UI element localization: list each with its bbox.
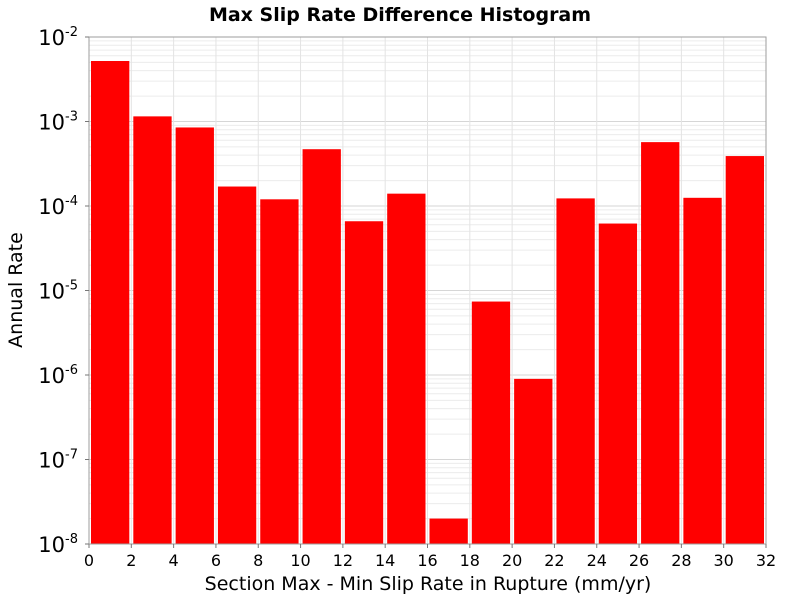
histogram-bar bbox=[514, 378, 553, 544]
histogram-bar bbox=[91, 60, 130, 545]
x-tick-label: 14 bbox=[375, 551, 395, 570]
histogram-bar bbox=[302, 149, 341, 544]
y-axis-ticks: 10-810-710-610-510-410-310-2 bbox=[38, 25, 89, 557]
histogram-bar bbox=[725, 156, 764, 544]
histogram-bar bbox=[133, 116, 172, 544]
y-tick-exponent: -5 bbox=[65, 279, 78, 294]
y-tick-exponent: -4 bbox=[65, 194, 78, 209]
histogram-bar bbox=[556, 198, 595, 544]
x-tick-label: 24 bbox=[587, 551, 607, 570]
y-tick-exponent: -2 bbox=[65, 25, 78, 40]
bars bbox=[91, 60, 764, 545]
x-tick-label: 8 bbox=[253, 551, 263, 570]
histogram-bar bbox=[344, 221, 384, 544]
y-tick-exponent: -8 bbox=[65, 532, 78, 547]
histogram-bar bbox=[598, 223, 638, 544]
x-tick-label: 26 bbox=[629, 551, 649, 570]
x-tick-label: 0 bbox=[84, 551, 94, 570]
y-tick-label: 10 bbox=[38, 280, 65, 304]
y-tick-label: 10 bbox=[38, 26, 65, 50]
y-tick-label: 10 bbox=[38, 111, 65, 135]
histogram-bar bbox=[387, 193, 426, 545]
x-tick-label: 18 bbox=[460, 551, 480, 570]
x-tick-label: 22 bbox=[544, 551, 564, 570]
y-tick-label: 10 bbox=[38, 195, 65, 219]
x-tick-label: 6 bbox=[211, 551, 221, 570]
y-tick-exponent: -7 bbox=[65, 448, 78, 463]
histogram-bar bbox=[683, 197, 722, 545]
x-tick-label: 28 bbox=[671, 551, 691, 570]
histogram-bar bbox=[217, 186, 257, 544]
x-tick-label: 10 bbox=[290, 551, 310, 570]
histogram-bar bbox=[471, 301, 511, 544]
histogram-bar bbox=[175, 127, 214, 544]
x-tick-label: 12 bbox=[333, 551, 353, 570]
x-tick-label: 30 bbox=[714, 551, 734, 570]
x-tick-label: 4 bbox=[169, 551, 179, 570]
x-axis-ticks: 0 2 4 6 8 10 12 14 16 18 20 22 24 26 28 30 32 bbox=[84, 544, 776, 570]
x-axis-label: Section Max - Min Slip Rate in Rupture (… bbox=[205, 573, 652, 595]
y-tick-exponent: -3 bbox=[65, 110, 78, 125]
x-tick-label: 16 bbox=[417, 551, 437, 570]
chart-title: Max Slip Rate Difference Histogram bbox=[209, 4, 591, 26]
histogram-bar bbox=[429, 518, 468, 544]
y-axis-label: Annual Rate bbox=[5, 232, 27, 348]
histogram-bar bbox=[260, 199, 299, 544]
x-tick-label: 32 bbox=[756, 551, 776, 570]
y-tick-label: 10 bbox=[38, 449, 65, 473]
y-tick-label: 10 bbox=[38, 364, 65, 388]
x-tick-label: 2 bbox=[126, 551, 136, 570]
x-tick-label: 20 bbox=[502, 551, 522, 570]
y-tick-label: 10 bbox=[38, 533, 65, 557]
histogram-bar bbox=[641, 142, 680, 544]
y-tick-exponent: -6 bbox=[65, 363, 78, 378]
